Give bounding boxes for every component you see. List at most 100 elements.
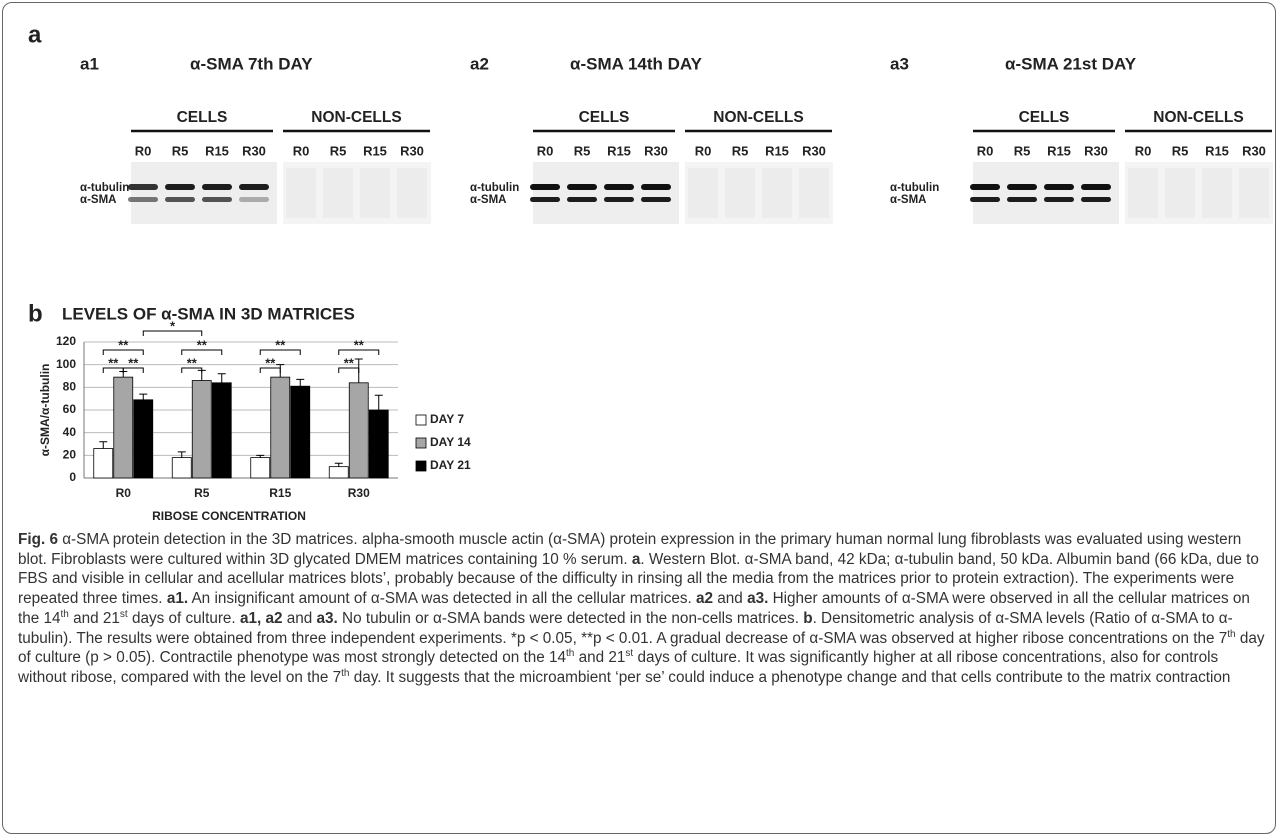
band [567, 184, 597, 190]
page: a a1 α-SMA 7th DAY CELLS NON-CELLS R0 R5 R15 R3… [0, 0, 1282, 840]
caption-text: An insignificant amount of α-SMA was det… [188, 590, 696, 607]
band-label: α-tubulin [80, 182, 129, 194]
band [1007, 197, 1037, 202]
band [604, 197, 634, 202]
lane-label: R5 [172, 143, 189, 158]
lane-label: R0 [695, 143, 712, 158]
panel-label: b [28, 300, 43, 327]
bar [349, 383, 368, 478]
band [165, 184, 195, 190]
lane-label: R30 [802, 143, 826, 158]
error-bar [375, 395, 383, 410]
faint-lane [725, 168, 755, 218]
x-tick-label: R15 [269, 486, 291, 500]
band [604, 184, 634, 190]
lane-label: R5 [1014, 143, 1031, 158]
band [1081, 184, 1111, 190]
significance-label: ** [128, 355, 139, 370]
blot-label: a1 [80, 54, 99, 73]
blot-title: α-SMA 21st DAY [1005, 54, 1137, 73]
panel-label: a [28, 21, 42, 48]
significance-label: ** [108, 355, 119, 370]
bar [251, 458, 270, 478]
caption-text: a3. [747, 590, 768, 607]
lane-label: R30 [1242, 143, 1266, 158]
band [239, 184, 269, 190]
caption-text: th [61, 609, 69, 620]
band-label: α-tubulin [470, 182, 519, 194]
error-bar [335, 463, 343, 466]
band [239, 197, 269, 202]
band [530, 184, 560, 190]
bar [329, 467, 348, 478]
bar [94, 449, 113, 478]
band [1044, 197, 1074, 202]
faint-lane [799, 168, 829, 218]
caption-text: a2 [696, 590, 713, 607]
caption-text: b [803, 610, 812, 627]
faint-lane [1239, 168, 1269, 218]
y-tick-label: 0 [69, 470, 76, 484]
lane-label: R15 [363, 143, 387, 158]
legend-label: DAY 14 [430, 435, 471, 449]
band [1081, 197, 1111, 202]
caption-text: and 21 [69, 610, 120, 627]
lane-label: R15 [1205, 143, 1229, 158]
y-axis-label: α-SMA/α-tubulin [38, 364, 52, 457]
group-label: NON-CELLS [1153, 109, 1243, 126]
bar [172, 458, 191, 478]
band-label: α-tubulin [890, 182, 939, 194]
group-label: CELLS [177, 109, 228, 126]
bar [212, 383, 231, 478]
lane-label: R0 [977, 143, 994, 158]
bar [134, 400, 153, 478]
significance-label: ** [197, 337, 208, 352]
band-label: α-SMA [80, 194, 116, 206]
caption-text: days of culture. [128, 610, 240, 627]
group-label: NON-CELLS [713, 109, 803, 126]
error-bar [296, 379, 304, 386]
band [165, 197, 195, 202]
blot-title: α-SMA 14th DAY [570, 54, 703, 73]
faint-lane [1128, 168, 1158, 218]
y-tick-label: 120 [56, 334, 76, 348]
band [530, 197, 560, 202]
y-tick-label: 40 [63, 425, 77, 439]
band [970, 184, 1000, 190]
bar [114, 377, 133, 478]
legend-swatch [416, 415, 426, 425]
faint-lane [1165, 168, 1195, 218]
error-bar [99, 442, 107, 449]
blot-membrane [533, 162, 679, 224]
band [641, 184, 671, 190]
lane-label: R30 [400, 143, 424, 158]
lane-label: R15 [607, 143, 631, 158]
lane-label: R5 [1172, 143, 1189, 158]
bar [369, 410, 388, 478]
band [128, 184, 158, 190]
significance-label: ** [354, 337, 365, 352]
x-tick-label: R30 [348, 486, 370, 500]
lane-label: R30 [644, 143, 668, 158]
band [1007, 184, 1037, 190]
caption-text: th [1227, 628, 1235, 639]
faint-lane [286, 168, 316, 218]
group-label: CELLS [579, 109, 630, 126]
band [641, 197, 671, 202]
significance-label: ** [118, 337, 129, 352]
band [128, 197, 158, 202]
y-tick-label: 60 [63, 402, 77, 416]
blot-membrane [131, 162, 277, 224]
lane-label: R5 [330, 143, 347, 158]
blot-label: a2 [470, 54, 489, 73]
y-tick-label: 80 [63, 380, 77, 394]
significance-label: ** [187, 355, 198, 370]
band [202, 197, 232, 202]
lane-label: R15 [765, 143, 789, 158]
lane-label: R0 [1135, 143, 1152, 158]
significance-label: ** [265, 355, 276, 370]
caption: Fig. 6 α-SMA protein detection in the 3D… [18, 530, 1268, 688]
blot-title: α-SMA 7th DAY [190, 54, 313, 73]
faint-lane [323, 168, 353, 218]
lane-label: R0 [293, 143, 310, 158]
